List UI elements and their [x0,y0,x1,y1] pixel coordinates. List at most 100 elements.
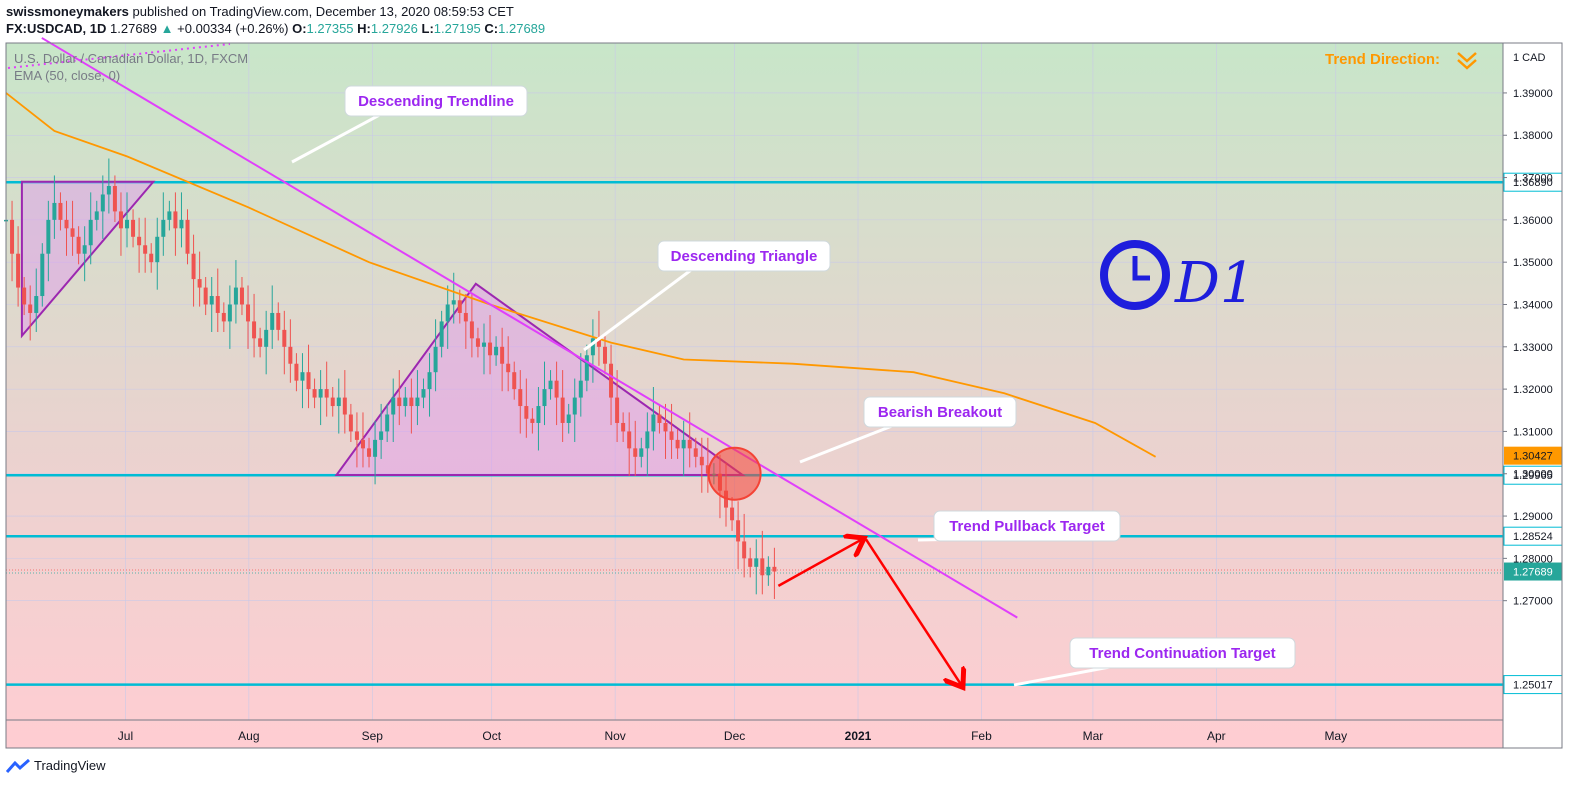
candle [276,312,281,330]
candle [445,304,450,322]
y-tick-label: 1.32000 [1513,384,1553,396]
candle [554,380,559,398]
candle [155,236,160,263]
candle [439,321,444,347]
candle [409,397,414,407]
candle [197,279,202,288]
candle [385,414,390,432]
y-tick-label: 1.29000 [1513,511,1553,523]
candle [766,566,771,576]
candle [367,448,372,457]
candle [566,414,571,423]
candle [657,414,662,423]
y-tick-label: 1.31000 [1513,426,1553,438]
candle [28,304,33,313]
low-label: L: [421,21,434,36]
candle [209,296,214,305]
symbol[interactable]: FX:USDCAD, 1D [6,21,107,36]
clock-hands-icon [1132,256,1150,281]
candle [615,397,620,423]
y-tick-label: 1.30000 [1513,469,1553,481]
candle [239,287,244,305]
breakout-circle [707,446,762,501]
axes: 1.27000 1.28000 1.29000 1.30000 1.31000 1.320… [5,42,1563,749]
y-tick-label: 1.38000 [1513,130,1553,142]
candle [578,380,583,398]
candle [143,245,148,254]
ema-legend: EMA (50, close, 0) [14,68,120,83]
candle [354,431,359,440]
x-tick-label: May [1324,729,1347,743]
continuation-arrow [864,538,962,685]
candle [118,211,123,229]
candle [391,397,396,415]
candle [330,397,335,407]
candle [596,338,601,347]
candle [451,300,456,305]
y-tick-label: 1.34000 [1513,299,1553,311]
trend-direction-label: Trend Direction: [1325,51,1440,68]
ema-badge [1504,446,1562,465]
y-tick-label: 1.33000 [1513,342,1553,354]
bearish-breakout-label-pointer [799,423,895,464]
clock-icon [1100,240,1170,310]
candle [475,338,480,347]
candle [627,431,632,449]
bearish-breakout-label: Bearish Breakout [878,404,1002,421]
change-up-icon: ▲ [160,21,174,36]
candle [645,431,650,449]
descending-trendline [41,37,1018,619]
candle [76,236,81,254]
y-tick-label: 1.37000 [1513,173,1553,185]
candle [270,312,275,330]
candle [524,406,529,419]
candle [125,219,130,229]
trend-continuation-target-label: Trend Continuation Target [1089,645,1275,662]
candle [373,439,378,457]
candle [639,448,644,457]
candle [167,211,172,220]
candle [663,422,668,432]
descending-trendline-label-box [344,85,528,117]
last-price-label: 1.27689 [1513,567,1553,579]
footer[interactable]: TradingView [6,758,106,773]
candle [560,397,565,423]
candle [282,329,287,347]
publish-info: published on TradingView.com, December 1… [132,4,514,19]
candle [772,566,777,572]
descending-triangle-label-box [657,240,831,272]
candle [34,296,39,313]
candle [10,219,15,254]
level-price-label: 1.29965 [1513,470,1553,482]
candle [149,253,154,263]
price-scale-background [1503,43,1562,748]
timeframe-note: D1 [1174,251,1256,316]
x-tick-label: Nov [604,729,625,743]
candle [246,304,251,322]
low-value: 1.27195 [433,21,481,36]
x-tick-label: Dec [724,729,745,743]
candle [602,346,607,364]
candle [379,431,384,440]
overlay[interactable]: Descending Trendline Descending Triangle B… [5,37,1477,685]
y-tick-label: 1.27000 [1513,596,1553,608]
candle [294,363,299,381]
candle [621,422,626,432]
candle [233,287,238,305]
candle [730,507,735,521]
open-value: 1.27355 [306,21,354,36]
candle [693,448,698,457]
candle [161,219,166,237]
dotted-trendline [7,43,231,69]
y-tick-label: 1.35000 [1513,257,1553,269]
candle [258,338,263,347]
publisher-name[interactable]: swissmoneymakers [6,4,129,19]
chart-background [6,43,1503,748]
x-tick-label: 2021 [845,729,872,743]
candle [536,406,541,423]
bearish-breakout-label-box [863,396,1017,428]
level-price-label: 1.36890 [1513,177,1553,189]
publish-line: swissmoneymakers published on TradingVie… [6,4,514,19]
candle [300,372,305,381]
